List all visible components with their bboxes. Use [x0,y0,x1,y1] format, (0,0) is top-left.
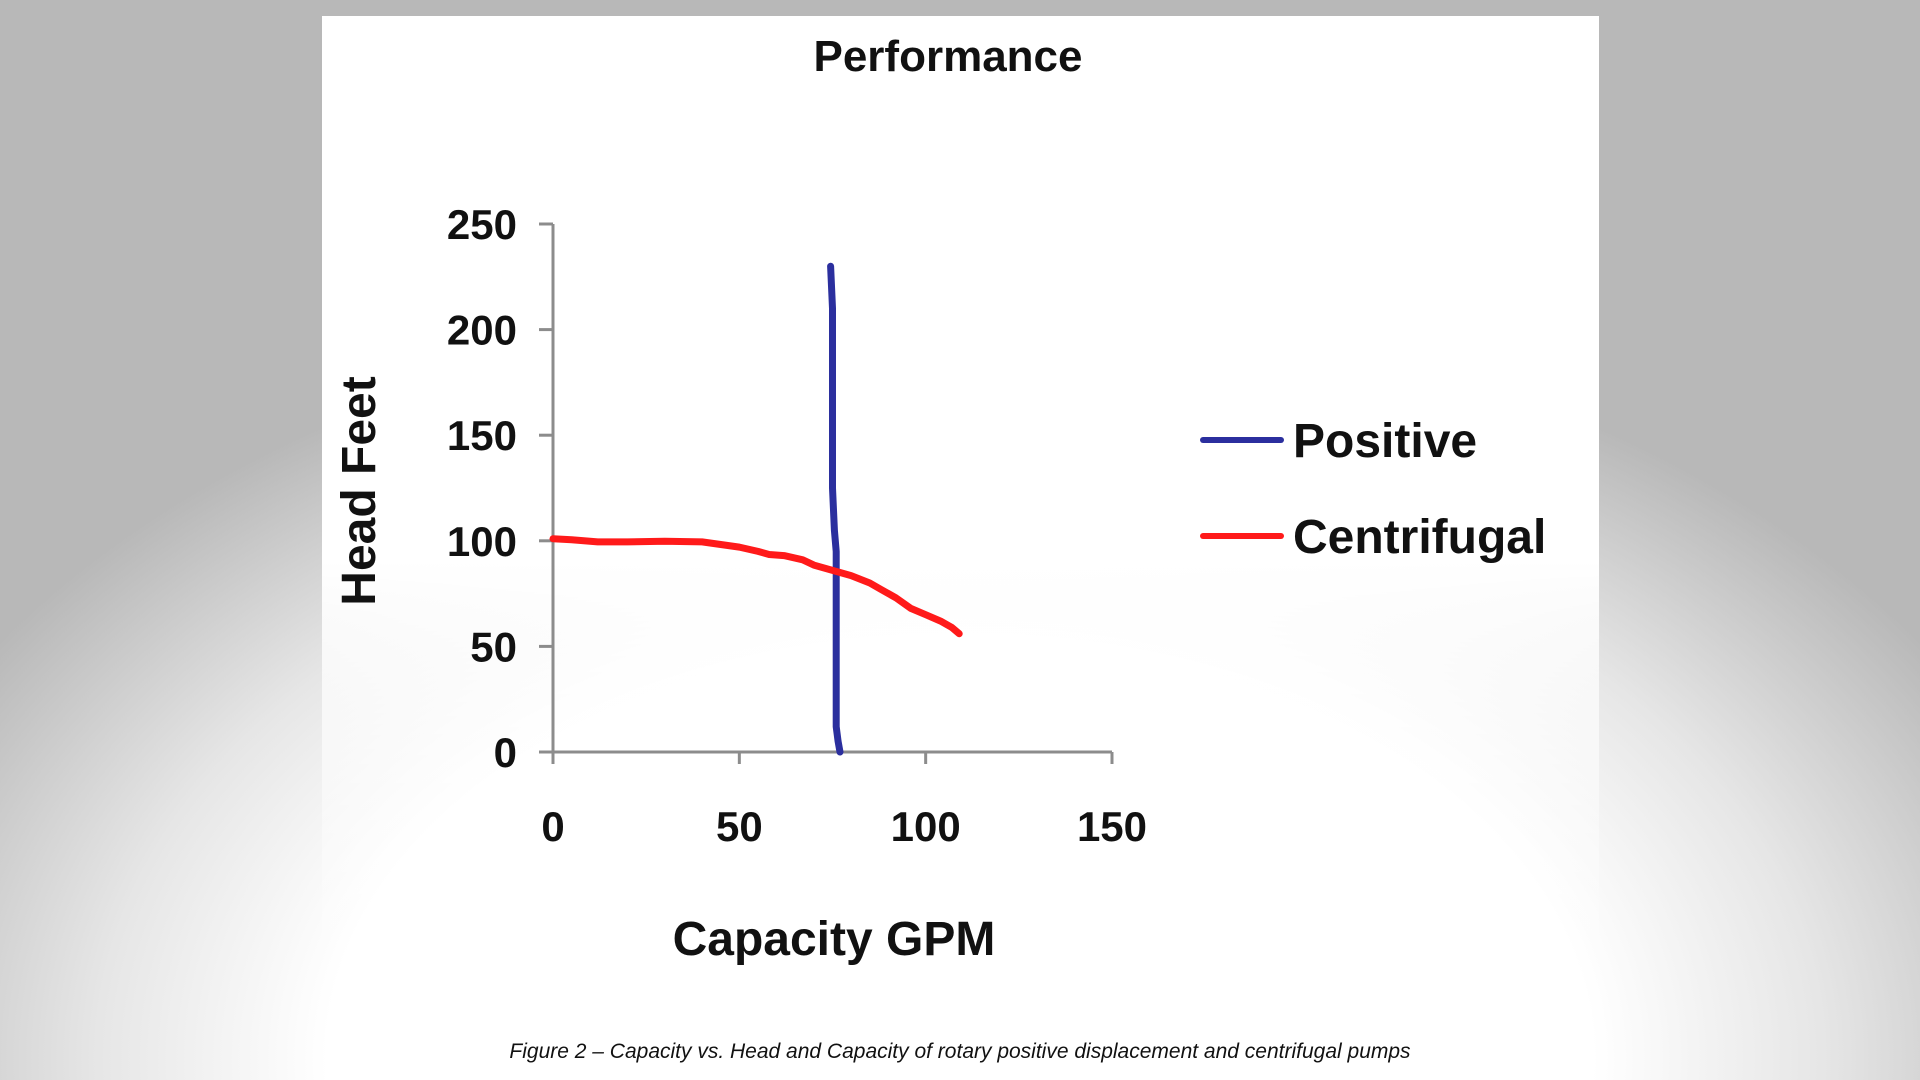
series-line-positive [827,262,844,756]
x-tick-label: 0 [541,803,564,850]
y-tick-label: 250 [447,201,517,248]
legend-label-positive: Positive [1293,415,1477,468]
figure-panel [322,16,1599,1006]
y-axis-label: Head Feet [333,376,386,605]
x-tick-label: 50 [716,803,763,850]
series-line-centrifugal [549,535,963,638]
y-tick-label: 0 [494,729,517,776]
y-tick-label: 50 [470,623,517,670]
y-tick-label: 200 [447,307,517,354]
series-group [549,262,963,756]
figure-caption: Figure 2 – Capacity vs. Head and Capacit… [509,1040,1411,1063]
x-ticks: 0 50 100 150 [541,752,1147,850]
y-tick-label: 150 [447,412,517,459]
chart-title: Performance [813,32,1082,81]
y-tick-label: 100 [447,518,517,565]
y-ticks: 0 50 100 150 200 250 [447,201,553,776]
legend: Positive Centrifugal [1200,415,1546,564]
legend-label-centrifugal: Centrifugal [1293,511,1546,564]
chart-axes [551,224,1112,754]
x-tick-label: 100 [891,803,961,850]
x-tick-label: 150 [1077,803,1147,850]
x-axis-label: Capacity GPM [673,913,996,966]
